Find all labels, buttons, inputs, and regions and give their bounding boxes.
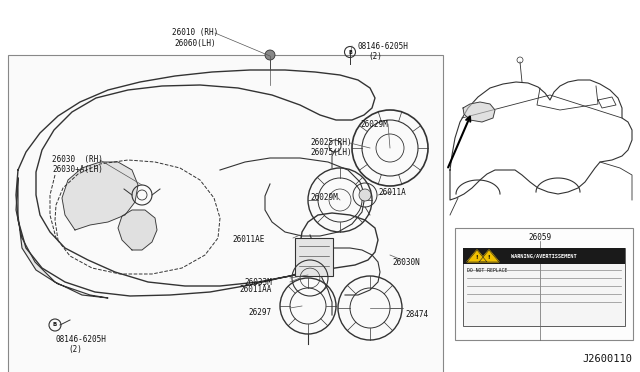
Polygon shape [16,178,108,298]
Text: (2): (2) [68,345,82,354]
Text: 08146-6205H: 08146-6205H [358,42,409,51]
Text: 26060(LH): 26060(LH) [174,39,216,48]
Text: 26010 (RH): 26010 (RH) [172,28,218,37]
Text: 26075(LH): 26075(LH) [310,148,351,157]
Bar [8,55,443,372]
Text: !: ! [488,255,490,260]
Bar [463,248,625,264]
Text: 26025(RH): 26025(RH) [310,138,351,147]
Text: 26297: 26297 [249,308,272,317]
Text: 26011A: 26011A [378,188,406,197]
Polygon shape [62,162,138,230]
Text: B: B [53,323,57,327]
Text: !: ! [476,255,478,260]
Circle shape [359,189,371,201]
Text: J2600110: J2600110 [582,354,632,364]
Text: 26030  (RH): 26030 (RH) [52,155,103,164]
Text: DO NOT REPLACE: DO NOT REPLACE [467,268,508,273]
Bar [463,248,625,326]
Text: 26029M: 26029M [360,120,388,129]
Bar [455,228,633,340]
Bar [295,238,333,276]
Text: 26030N: 26030N [392,258,420,267]
Text: B: B [348,49,352,55]
Text: 28474: 28474 [405,310,428,319]
Text: 26059: 26059 [529,233,552,242]
Text: 26029M: 26029M [310,193,338,202]
Text: 26011AA: 26011AA [239,285,272,294]
Text: 26011AE: 26011AE [232,235,265,244]
Polygon shape [467,250,487,262]
Circle shape [265,50,275,60]
Polygon shape [463,102,495,122]
Text: (2): (2) [368,52,382,61]
Text: 26030+A(LH): 26030+A(LH) [52,165,103,174]
Text: 26033M: 26033M [244,278,272,287]
Text: 08146-6205H: 08146-6205H [55,335,106,344]
Polygon shape [118,210,157,250]
Polygon shape [479,250,499,262]
Text: WARNING/AVERTISSEMENT: WARNING/AVERTISSEMENT [511,253,577,259]
